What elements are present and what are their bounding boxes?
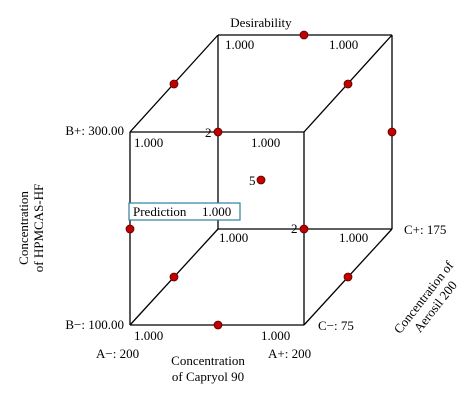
prediction-value: 1.000 xyxy=(202,204,231,219)
value-back-top-right: 1.000 xyxy=(329,37,358,52)
point-back-top-mid xyxy=(299,30,309,40)
capryol-low-label: A−: 200 xyxy=(96,346,139,361)
count-top-front-mid: 2 xyxy=(205,125,212,140)
capryol-high-label: A+: 200 xyxy=(268,346,311,361)
point-front-top-mid xyxy=(213,127,223,137)
hpmcas-low-label: B−: 100.00 xyxy=(65,317,124,332)
diagram-title: Desirability xyxy=(230,15,292,30)
hpmcas-axis-title-line2: of HPMCAS-HF xyxy=(31,184,46,273)
aerosil-low-label: C−: 75 xyxy=(318,318,354,333)
point-center xyxy=(256,175,266,185)
value-front-top-right: 1.000 xyxy=(251,135,280,150)
value-front-bottom-left: 1.000 xyxy=(134,328,163,343)
value-front-top-left: 1.000 xyxy=(134,135,163,150)
value-back-bottom-right: 1.000 xyxy=(339,230,368,245)
prediction-label: Prediction xyxy=(133,204,187,219)
point-front-bottom-mid xyxy=(213,320,223,330)
value-back-top-left: 1.000 xyxy=(225,37,254,52)
value-back-bottom-left: 1.000 xyxy=(219,230,248,245)
count-center: 5 xyxy=(249,173,256,188)
capryol-axis-title-line1: Concentration xyxy=(171,353,245,368)
point-front-left-mid xyxy=(125,224,135,234)
hpmcas-axis-title-line1: Concentration xyxy=(16,191,31,265)
prediction-box: Prediction 1.000 xyxy=(128,202,241,221)
hpmcas-axis-title: Concentration of HPMCAS-HF xyxy=(16,184,46,273)
design-points xyxy=(125,30,397,330)
prediction-box-frame xyxy=(128,202,241,221)
point-back-right-mid xyxy=(387,127,397,137)
point-depth-top-right xyxy=(343,79,353,89)
value-front-bottom-right: 1.000 xyxy=(261,328,290,343)
point-depth-top-left xyxy=(169,79,179,89)
capryol-axis-title-line2: of Capryol 90 xyxy=(172,369,244,384)
hpmcas-high-label: B+: 300.00 xyxy=(65,123,124,138)
aerosil-high-label: C+: 175 xyxy=(404,222,446,237)
point-depth-bottom-right xyxy=(343,272,353,282)
count-back-vertical-mid: 2 xyxy=(291,221,298,236)
point-depth-bottom-left xyxy=(169,272,179,282)
aerosil-axis-title: Concentration of Aerosil 200 xyxy=(391,258,460,337)
point-back-vertical-mid xyxy=(299,224,309,234)
